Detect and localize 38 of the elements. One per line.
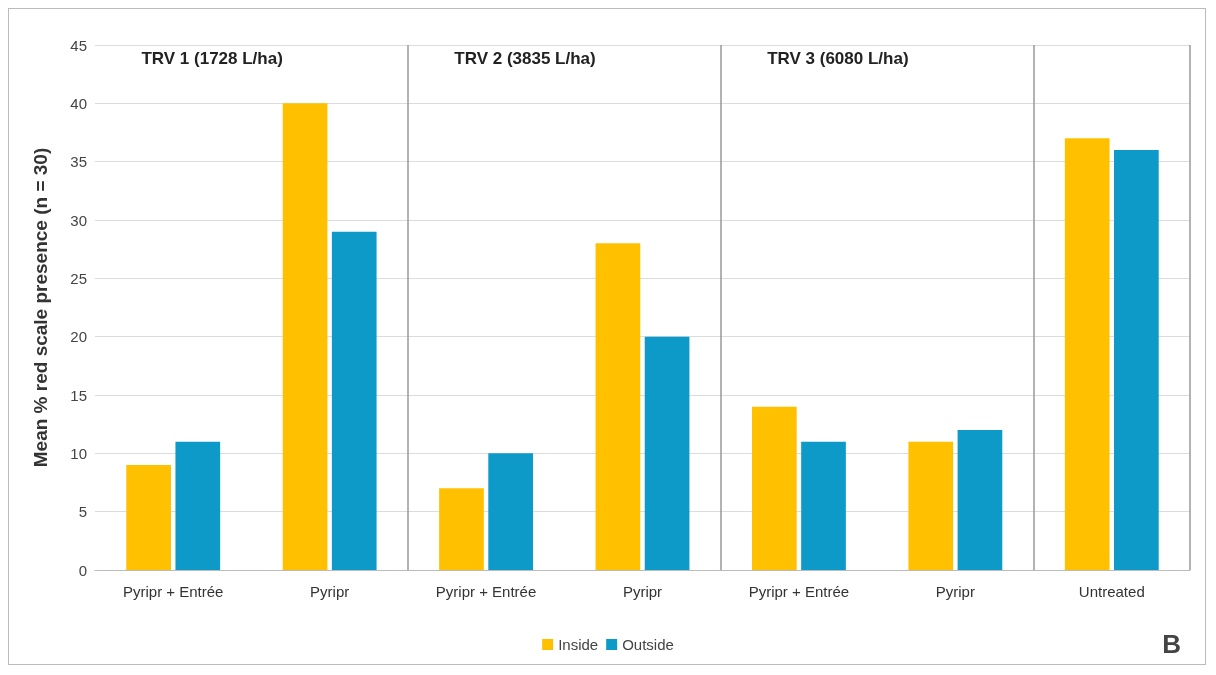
bar [957,430,1003,570]
y-tick-label: 0 [78,561,87,579]
y-tick-label: 10 [70,444,87,462]
bar [644,336,690,570]
x-tick-label: Pyripr + Entrée [122,583,224,600]
x-tick-label: Pyripr [622,583,663,600]
bar [801,441,846,570]
annotation: TRV 2 (3835 L/ha) [454,49,596,68]
y-tick-label: 45 [70,36,87,54]
y-tick-label: 15 [70,386,87,404]
annotation: TRV 3 (6080 L/ha) [767,49,909,68]
bar [439,488,484,570]
annotation: TRV 1 (1728 L/ha) [141,49,283,68]
bar [282,103,328,570]
x-tick-label: Pyripr + Entrée [435,583,537,600]
bar [595,243,641,570]
legend-label: Outside [622,636,674,653]
y-tick-label: 30 [70,211,87,229]
x-tick-label: Pyripr + Entrée [748,583,850,600]
bar [752,406,797,570]
x-tick-label: Pyripr [935,583,975,600]
bar [908,441,954,570]
bar [175,441,221,570]
bar [331,231,377,570]
y-tick-label: 5 [78,503,87,521]
text: B [1162,629,1181,659]
y-tick-label: 25 [70,269,87,287]
x-tick-label: Untreated [1078,583,1145,600]
y-tick-label: 20 [70,328,87,346]
bar [126,465,171,570]
bar [1114,150,1159,570]
legend-label: Inside [558,636,599,653]
x-tick-label: Pyripr [310,583,350,600]
y-tick-label: 35 [70,153,87,171]
bar [488,453,533,570]
y-tick-label: 40 [70,94,87,112]
bar [1064,138,1110,570]
y-axis-title: Mean % red scale presence (n = 30) [30,147,51,468]
